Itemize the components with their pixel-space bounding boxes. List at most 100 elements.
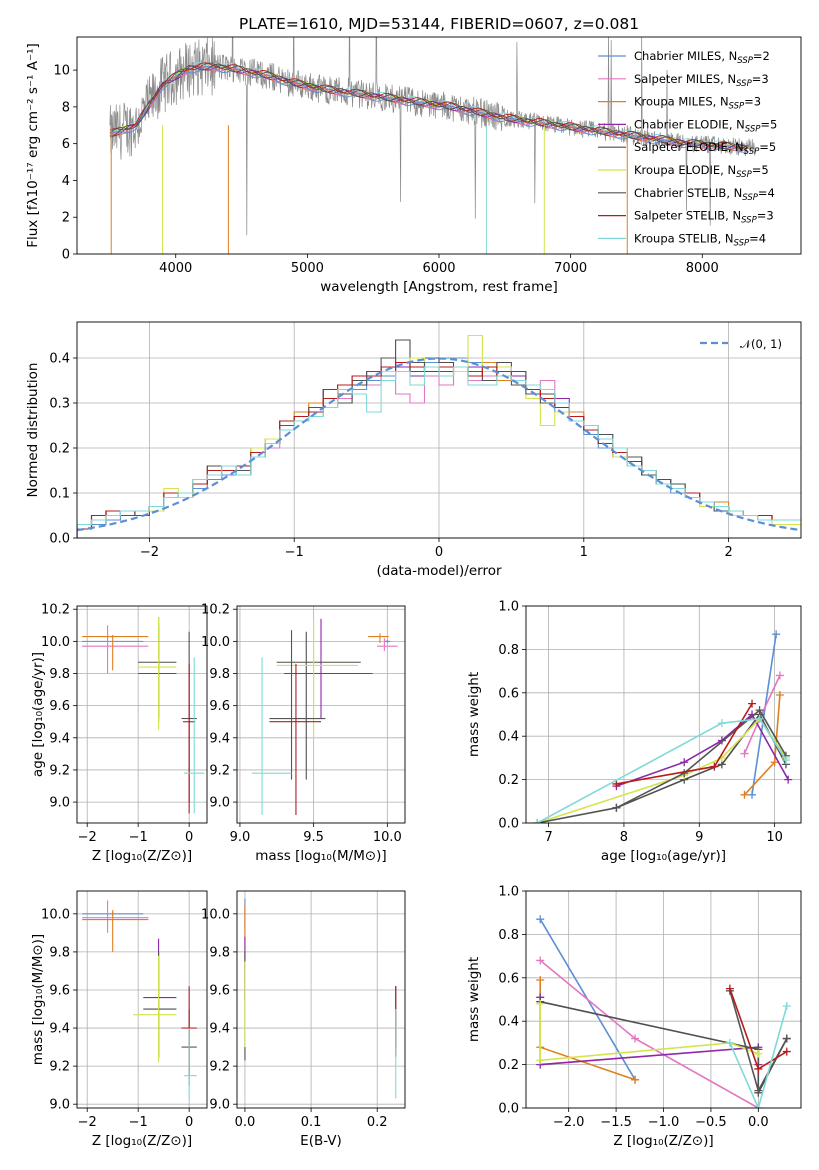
plus-marker: [754, 1049, 763, 1058]
x-tick-label: 7000: [554, 261, 587, 276]
line-plot: [533, 630, 793, 823]
plus-marker: [755, 714, 764, 723]
plus-marker: [725, 1038, 734, 1047]
y-tick-label: 9.6: [209, 699, 230, 714]
y-tick-label: 9.4: [209, 731, 230, 746]
errorbar-plot: [244, 898, 397, 1099]
y-axis-label: age [log₁₀(age/yr)]: [30, 652, 46, 777]
x-axis-label: (data-model)/error: [376, 563, 502, 579]
axes-frame: [525, 605, 802, 824]
y-tick-label: 0.4: [49, 352, 70, 367]
plus-marker: [631, 1034, 640, 1043]
x-tick-label: 8000: [686, 261, 719, 276]
y-tick-label: 0.4: [498, 730, 519, 745]
model-spectrum-line: [109, 62, 748, 149]
y-tick-label: 0.2: [498, 1058, 519, 1073]
plus-marker: [533, 819, 542, 823]
y-tick-label: 10.0: [41, 907, 70, 922]
plus-marker: [536, 956, 545, 965]
y-tick-label: 9.2: [49, 1060, 70, 1075]
x-tick-label: 9: [695, 830, 703, 845]
y-axis-label: mass [log₁₀(M/M⊙)]: [30, 934, 46, 1065]
y-tick-label: 9.4: [209, 1022, 230, 1037]
legend-label: Salpeter MILES, NSSP=3: [634, 72, 769, 89]
legend-label: Salpeter STELIB, NSSP=3: [634, 209, 774, 226]
x-tick-label: 0.0: [235, 1115, 256, 1130]
y-tick-label: 0.8: [498, 643, 519, 658]
plus-marker: [782, 1047, 791, 1056]
x-tick-label: −1.0: [648, 1115, 680, 1130]
data-layer: [77, 37, 801, 1108]
y-tick-label: 10.2: [41, 603, 70, 618]
legend-label: Chabrier ELODIE, NSSP=5: [634, 117, 777, 134]
legend-label: 𝒩(0, 1): [740, 337, 782, 351]
plus-marker: [754, 1064, 763, 1073]
x-tick-label: 0: [185, 830, 193, 845]
y-tick-label: 10: [53, 64, 70, 79]
plus-marker: [717, 719, 726, 728]
y-axis-label: mass weight: [466, 957, 482, 1042]
series-line: [751, 634, 777, 795]
y-tick-label: 0.8: [498, 928, 519, 943]
y-tick-label: 9.2: [49, 763, 70, 778]
x-axis-label: mass [log₁₀(M/M⊙)]: [255, 848, 386, 864]
x-tick-label: 7: [544, 830, 552, 845]
y-tick-label: 0.4: [498, 1015, 519, 1030]
x-tick-label: 1: [580, 545, 588, 560]
errorbar-plot: [82, 900, 197, 1101]
x-tick-label: −1.5: [600, 1115, 632, 1130]
y-tick-label: 0.6: [498, 971, 519, 986]
y-tick-label: 9.6: [49, 983, 70, 998]
x-tick-label: 10: [766, 830, 783, 845]
plus-marker: [754, 1104, 763, 1108]
x-axis-label: age [log₁₀(age/yr)]: [601, 848, 726, 864]
x-tick-label: −0.5: [695, 1115, 727, 1130]
plus-marker: [740, 749, 749, 758]
x-tick-label: −1: [285, 545, 304, 560]
y-tick-label: 9.0: [49, 796, 70, 811]
model-spectrum-line: [109, 62, 748, 150]
x-tick-label: 0.2: [367, 1115, 388, 1130]
y-tick-label: 9.6: [49, 699, 70, 714]
plus-marker: [536, 1056, 545, 1065]
y-tick-label: 0.6: [498, 686, 519, 701]
legend-label: Kroupa ELODIE, NSSP=5: [634, 163, 769, 180]
legend-label: Salpeter ELODIE, NSSP=5: [634, 140, 776, 157]
plus-marker: [740, 790, 749, 799]
y-tick-label: 9.2: [209, 1060, 230, 1075]
y-tick-label: 9.0: [209, 1098, 230, 1113]
plus-marker: [784, 775, 793, 784]
plus-marker: [536, 999, 545, 1008]
model-spectrum-line: [109, 65, 748, 153]
x-axis-label: Z [log₁₀(Z/Z⊙)]: [92, 848, 192, 864]
normal-curve: [77, 357, 801, 532]
axes-frame: [236, 605, 406, 824]
axes-layer: [73, 36, 802, 1112]
y-tick-label: 9.6: [209, 983, 230, 998]
x-tick-label: 6000: [422, 261, 455, 276]
observed-spectrum-line: [109, 37, 756, 236]
legend-label: Chabrier STELIB, NSSP=4: [634, 186, 775, 203]
y-tick-label: 0.0: [498, 817, 519, 832]
histogram-step: [77, 366, 801, 538]
plus-marker: [710, 762, 719, 771]
grid-layer: [77, 322, 801, 1109]
y-tick-label: 9.4: [49, 1022, 70, 1037]
x-tick-label: −2: [140, 545, 159, 560]
y-tick-label: 9.8: [49, 945, 70, 960]
plus-marker: [748, 699, 757, 708]
model-spectrum-line: [109, 63, 748, 150]
plus-marker: [612, 803, 621, 812]
y-tick-label: 1.0: [498, 600, 519, 615]
y-tick-label: 0.0: [49, 532, 70, 547]
x-tick-label: −2: [78, 830, 97, 845]
chart-title: PLATE=1610, MJD=53144, FIBERID=0607, z=0…: [239, 15, 639, 33]
y-axis-label: Flux [fλ10⁻¹⁷ erg cm⁻² s⁻¹ A⁻¹]: [25, 43, 41, 248]
y-tick-label: 10.0: [201, 907, 230, 922]
y-axis-label: Normed distribution: [25, 363, 41, 498]
plus-marker: [536, 975, 545, 984]
y-tick-label: 6: [62, 137, 70, 152]
series-line: [729, 1005, 788, 1108]
axes-frame: [525, 890, 802, 1109]
